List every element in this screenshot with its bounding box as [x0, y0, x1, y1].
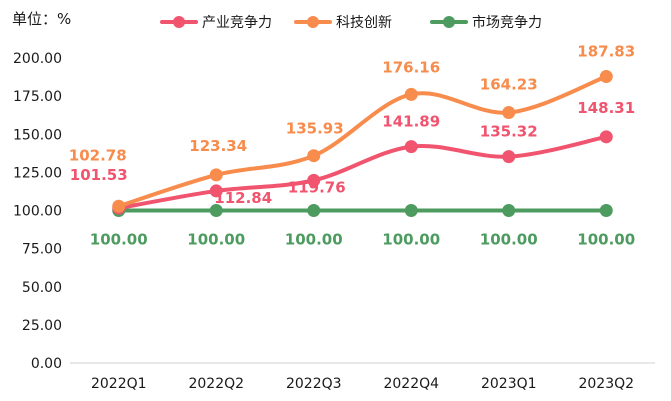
data-label: 187.83: [577, 43, 635, 61]
data-label: 135.32: [480, 123, 538, 141]
x-tick-label: 2023Q1: [481, 376, 537, 392]
x-tick-label: 2022Q3: [286, 376, 342, 392]
data-label: 101.53: [70, 166, 128, 184]
data-point: [404, 87, 418, 101]
legend: 产业竞争力 科技创新 市场竞争力: [160, 14, 542, 31]
data-label: 119.76: [288, 178, 346, 196]
y-tick-label: 175.00: [13, 89, 62, 105]
data-point: [599, 70, 613, 84]
data-point: [502, 106, 516, 120]
data-label: 148.31: [577, 99, 635, 117]
x-tick-label: 2022Q4: [383, 376, 439, 392]
data-label: 123.34: [189, 137, 247, 155]
x-tick-label: 2023Q2: [578, 376, 634, 392]
data-point: [209, 168, 223, 182]
series-market-competitiveness: [112, 204, 613, 217]
legend-item-market-competitiveness: 市场竞争力: [430, 14, 542, 31]
data-label: 100.00: [480, 231, 538, 249]
data-point: [307, 204, 321, 217]
x-axis: 2022Q1 2022Q2 2022Q3 2022Q4 2023Q1 2023Q2: [70, 362, 655, 392]
legend-label: 市场竞争力: [472, 14, 542, 31]
legend-label: 科技创新: [336, 15, 392, 31]
legend-dot-marker: [173, 16, 185, 28]
series-tech-innovation: [112, 70, 613, 213]
y-tick-label: 50.00: [22, 280, 62, 296]
data-point: [209, 204, 223, 217]
data-point: [307, 149, 321, 163]
data-label: 141.89: [382, 113, 440, 131]
data-label: 100.00: [285, 231, 343, 249]
unit-label: 单位：%: [12, 10, 71, 28]
x-tick-label: 2022Q2: [188, 376, 244, 392]
legend-dot-marker: [443, 16, 455, 28]
data-point: [599, 204, 613, 217]
data-point: [502, 204, 516, 217]
y-tick-label: 150.00: [13, 127, 62, 143]
legend-label: 产业竞争力: [202, 14, 272, 31]
y-tick-label: 100.00: [13, 204, 62, 220]
y-tick-label: 200.00: [13, 51, 62, 67]
data-point: [404, 204, 418, 217]
data-label: 100.00: [90, 231, 148, 249]
y-axis: 0.00 25.00 50.00 75.00 100.00 125.00 150.00 175…: [13, 51, 62, 372]
data-point: [599, 130, 613, 144]
data-point: [209, 184, 223, 198]
legend-item-tech-innovation: 科技创新: [294, 15, 392, 31]
series-line: [116, 74, 609, 209]
data-label: 100.00: [577, 231, 635, 249]
data-point: [112, 199, 126, 213]
y-tick-label: 0.00: [31, 356, 62, 372]
data-point: [502, 150, 516, 164]
data-labels: 101.53 112.84 119.76 141.89 135.32 148.31 102.…: [69, 43, 635, 249]
data-label: 112.84: [214, 189, 272, 207]
series-layer: [112, 70, 613, 217]
y-tick-label: 25.00: [22, 318, 62, 334]
series-industry-competitiveness: [112, 130, 613, 215]
data-label: 176.16: [382, 58, 440, 76]
data-label: 135.93: [286, 120, 344, 138]
y-tick-label: 125.00: [13, 165, 62, 181]
data-label: 100.00: [382, 231, 440, 249]
data-point: [404, 140, 418, 154]
data-label: 164.23: [480, 76, 538, 94]
y-tick-label: 75.00: [22, 242, 62, 258]
x-tick-label: 2022Q1: [91, 376, 147, 392]
data-point: [307, 173, 321, 187]
legend-item-industry-competitiveness: 产业竞争力: [160, 14, 272, 31]
legend-dot-marker: [307, 16, 319, 28]
data-label: 102.78: [69, 146, 127, 164]
data-label: 100.00: [187, 231, 245, 249]
